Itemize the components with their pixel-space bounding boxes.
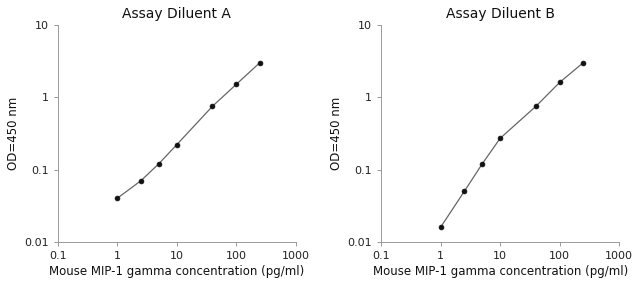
Y-axis label: OD=450 nm: OD=450 nm [330, 97, 344, 170]
X-axis label: Mouse MIP-1 gamma concentration (pg/ml): Mouse MIP-1 gamma concentration (pg/ml) [49, 265, 304, 278]
Title: Assay Diluent B: Assay Diluent B [445, 7, 555, 21]
X-axis label: Mouse MIP-1 gamma concentration (pg/ml): Mouse MIP-1 gamma concentration (pg/ml) [372, 265, 628, 278]
Y-axis label: OD=450 nm: OD=450 nm [7, 97, 20, 170]
Title: Assay Diluent A: Assay Diluent A [122, 7, 231, 21]
